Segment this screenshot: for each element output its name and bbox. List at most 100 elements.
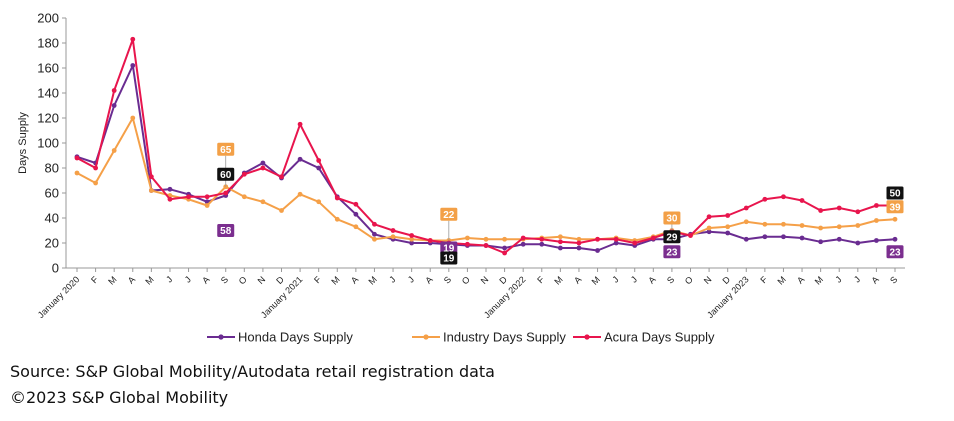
data-point [372,221,377,227]
data-point [93,165,98,171]
data-point [241,194,247,200]
data-point [74,155,80,161]
data-point [576,245,582,251]
data-point [539,236,545,242]
data-point [260,165,266,171]
legend-label: Industry Days Supply [443,330,566,345]
y-tick-label: 160 [37,61,59,76]
data-point [799,223,805,228]
data-point [465,235,470,241]
data-point [502,250,507,256]
data-point [650,235,656,241]
data-point [93,180,98,186]
annotation-label: 60 [217,167,235,181]
data-point [892,236,898,242]
data-point [743,236,749,242]
x-tick-label: S [888,274,899,285]
legend-swatch-marker [584,334,590,340]
data-point [297,191,303,197]
annotation-label: 19 [440,251,458,265]
data-point [148,174,154,180]
annotation-label: 23 [886,245,904,258]
x-tick-label: J [629,274,639,284]
data-point [279,174,284,180]
data-point [409,240,415,246]
annotation-value: 30 [666,214,678,225]
annotation-label: 23 [663,245,681,259]
data-point [74,170,80,176]
data-point [799,198,805,203]
data-point [874,218,879,223]
series-line [76,64,896,252]
data-point [576,236,582,242]
data-point [241,171,247,177]
annotation-box [440,241,458,255]
annotation-box [217,167,235,181]
annotation-label: 39 [886,200,904,213]
y-axis-label: Days Supply [17,112,29,174]
data-point [483,236,489,242]
annotation-box [663,245,681,259]
annotation-label: 22 [440,207,458,241]
data-point [186,194,191,200]
x-tick-label: D [274,274,286,286]
annotation-value: 50 [889,189,901,200]
x-tick-label: M [552,274,564,286]
annotation-label: 50 [886,186,904,200]
legend-label: Acura Days Supply [604,330,715,345]
x-tick-label: J [183,274,193,284]
data-point [539,241,545,247]
data-point [576,240,582,246]
y-tick-label: 80 [45,161,59,176]
series-layer [74,36,898,256]
annotation-value: 29 [666,232,678,243]
data-point [353,224,359,230]
data-point [223,190,229,196]
data-point [781,221,786,227]
data-point [502,245,507,251]
data-point [762,234,768,240]
copyright-line: ©2023 S&P Global Mobility [10,388,229,407]
data-point [743,205,749,211]
x-tick-label: J [406,274,416,284]
data-point [372,236,377,242]
annotation-box [663,230,681,244]
x-tick-label: M [329,274,341,286]
x-tick-label: M [366,274,378,286]
x-tick-label: J [833,274,843,284]
annotation-value: 22 [443,210,455,221]
data-point [892,216,898,222]
data-point [353,211,359,217]
annotation-value: 65 [220,145,232,156]
data-point [557,234,563,240]
x-tick-label: J [852,274,862,284]
x-tick-label: F [758,274,769,285]
annotation-value: 39 [889,202,901,213]
series-2 [74,36,898,256]
x-tick-label: J [164,274,174,284]
data-point [520,235,526,241]
data-point [260,199,266,205]
annotation-box [440,207,458,221]
annotation-box [440,251,458,265]
x-tick-label: J [610,274,620,284]
x-tick-label: A [349,274,360,285]
annotation-label: 29 [663,230,681,244]
annotation-label: 19 [440,241,458,255]
data-point [409,236,415,242]
annotation-value: 19 [443,254,455,265]
x-tick-label: M [775,274,787,286]
data-point [874,238,879,243]
annotation-box [663,211,681,225]
y-tick-label: 140 [37,86,59,101]
data-point [390,228,396,233]
data-point [836,224,842,230]
data-point [743,219,749,225]
data-point [781,194,786,200]
data-point [316,199,322,205]
data-point [130,36,136,42]
series-line [76,117,896,242]
x-tick-label: F [312,274,323,285]
